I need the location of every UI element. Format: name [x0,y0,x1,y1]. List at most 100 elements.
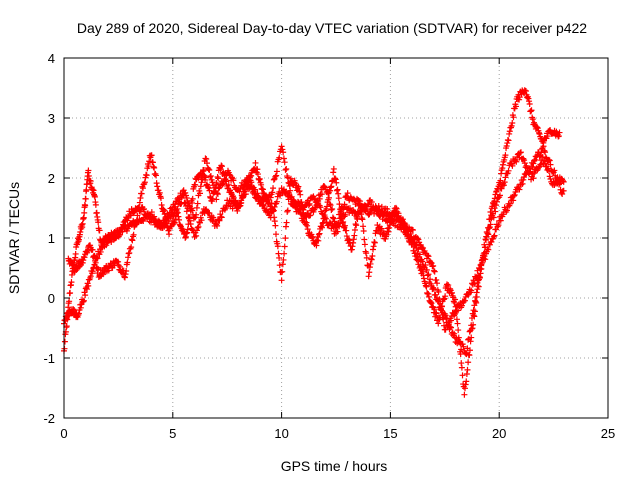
data-point [433,276,440,283]
data-point [343,233,350,240]
data-point [304,226,311,233]
data-point [309,234,316,241]
data-point [205,166,212,173]
data-point [215,185,222,192]
data-point [491,195,498,202]
data-point [348,246,355,253]
data-point [110,230,117,237]
data-point [431,268,438,275]
data-point [368,198,375,205]
data-point [500,182,507,189]
data-point [497,217,504,224]
data-point [68,279,75,286]
data-point [139,185,146,192]
x-tick-label: 10 [274,426,288,441]
data-point [507,200,514,207]
data-point [559,191,566,198]
data-point [430,286,437,293]
data-point [327,187,334,194]
data-point [560,178,567,185]
data-point [83,186,90,193]
data-point [455,327,462,334]
data-point [456,338,463,345]
data-point [202,174,209,181]
data-point [212,188,219,195]
data-point [266,196,273,203]
data-point [254,192,261,199]
data-point [555,176,562,183]
data-point [149,159,156,166]
data-point [313,242,320,249]
data-point [350,236,357,243]
x-tick-label: 15 [383,426,397,441]
data-point [506,128,513,135]
data-point [485,224,492,231]
data-point [242,186,249,193]
data-point [473,299,480,306]
data-point [66,298,73,305]
data-point [234,207,241,214]
data-point [499,165,506,172]
data-point [425,293,432,300]
data-point [271,218,278,225]
data-point [486,216,493,223]
data-point [82,195,89,202]
data-point [517,149,524,156]
data-point [189,199,196,206]
data-point [193,211,200,218]
data-point [80,214,87,221]
data-point [470,321,477,328]
data-point [121,273,128,280]
data-point [483,233,490,240]
data-point [393,205,400,212]
x-tick-label: 25 [601,426,615,441]
data-point [225,181,232,188]
data-point [286,183,293,190]
data-point [213,221,220,228]
data-point [124,259,131,266]
data-point [85,167,92,174]
data-point [272,173,279,180]
data-point [556,129,563,136]
data-point [80,297,87,304]
data-point [75,310,82,317]
data-point [510,114,517,121]
x-tick-label: 20 [492,426,506,441]
data-point [218,162,225,169]
data-point [428,300,435,307]
data-point [422,282,429,289]
data-point [98,270,105,277]
data-point [127,212,134,219]
data-point [471,308,478,315]
data-point [148,209,155,216]
data-point [527,108,534,115]
data-point [279,261,286,268]
y-tick-label: 1 [48,231,55,246]
data-point [336,201,343,208]
data-point [330,165,337,172]
data-point [187,206,194,213]
data-point [133,217,140,224]
grid [64,58,608,418]
data-point [463,378,470,385]
y-tick-label: -1 [43,351,55,366]
data-point [349,243,356,250]
data-point [259,186,266,193]
data-point [516,94,523,101]
data-point [202,177,209,184]
data-point [560,187,567,194]
data-point [434,280,441,287]
data-point [482,256,489,263]
data-point [477,262,484,269]
data-point [155,219,162,226]
data-point [154,183,161,190]
data-point [425,290,432,297]
data-point [270,207,277,214]
data-point [505,137,512,144]
data-point [451,330,458,337]
data-point [175,213,182,220]
data-point [274,243,281,250]
data-point [304,222,311,229]
data-point [197,190,203,197]
data-point [458,364,465,371]
